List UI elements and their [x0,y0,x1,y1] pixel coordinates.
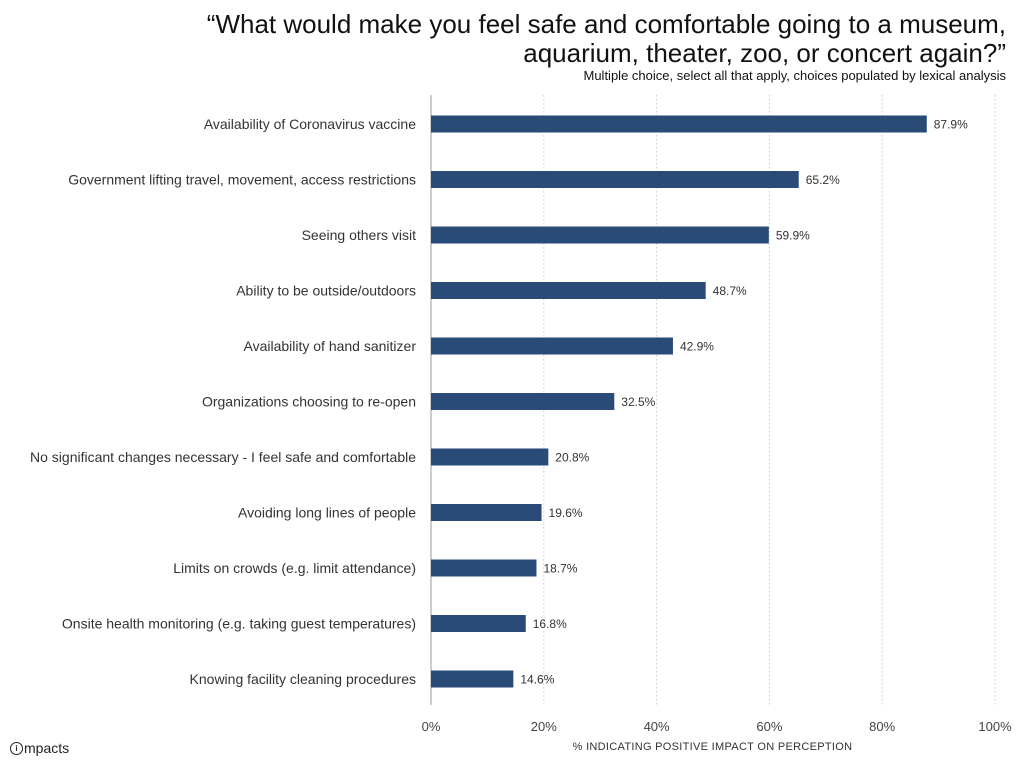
x-tick-label: 60% [756,719,782,734]
category-label: Onsite health monitoring (e.g. taking gu… [62,616,416,632]
category-label: Availability of Coronavirus vaccine [204,116,416,132]
x-tick-label: 0% [422,719,441,734]
data-label: 16.8% [533,617,567,631]
x-tick-label: 100% [978,719,1012,734]
category-label: Seeing others visit [302,227,417,243]
x-tick-label: 20% [531,719,557,734]
category-label: No significant changes necessary - I fee… [30,449,416,465]
bar [431,393,615,410]
data-label: 14.6% [520,673,554,687]
bar [431,670,514,688]
data-label: 59.9% [776,229,810,243]
data-label: 18.7% [543,562,577,576]
bar [431,559,537,577]
data-label: 20.8% [555,451,589,465]
data-label: 32.5% [621,395,655,409]
bar [431,448,549,466]
logo-mark-icon: i [10,741,23,755]
x-axis-label: % INDICATING POSITIVE IMPACT ON PERCEPTI… [572,741,853,753]
logo-text: mpacts [24,740,70,756]
data-label: 48.7% [713,284,747,298]
bar [431,337,673,355]
data-label: 87.9% [934,118,968,132]
x-tick-label: 80% [869,719,895,734]
chart-title-line-2: aquarium, theater, zoo, or concert again… [523,38,1006,68]
data-label: 42.9% [680,340,714,354]
category-label: Organizations choosing to re-open [202,394,416,410]
chart-title: “What would make you feel safe and comfo… [46,10,1006,68]
bar [431,115,927,133]
category-label: Government lifting travel, movement, acc… [68,172,416,188]
chart-subtitle: Multiple choice, select all that apply, … [583,68,1007,83]
data-label: 19.6% [549,506,583,520]
bar [431,282,706,299]
bar [431,226,769,244]
impacts-logo: i mpacts [10,740,69,756]
data-label: 65.2% [806,173,840,187]
category-label: Knowing facility cleaning procedures [190,671,416,687]
bar [431,504,542,521]
bar [431,615,526,632]
chart-title-line-1: “What would make you feel safe and comfo… [206,9,1006,39]
category-label: Limits on crowds (e.g. limit attendance) [173,560,416,576]
category-label: Ability to be outside/outdoors [236,283,416,299]
x-tick-label: 40% [644,719,670,734]
category-label: Availability of hand sanitizer [243,338,416,354]
bar [431,171,799,188]
category-label: Avoiding long lines of people [238,505,416,521]
